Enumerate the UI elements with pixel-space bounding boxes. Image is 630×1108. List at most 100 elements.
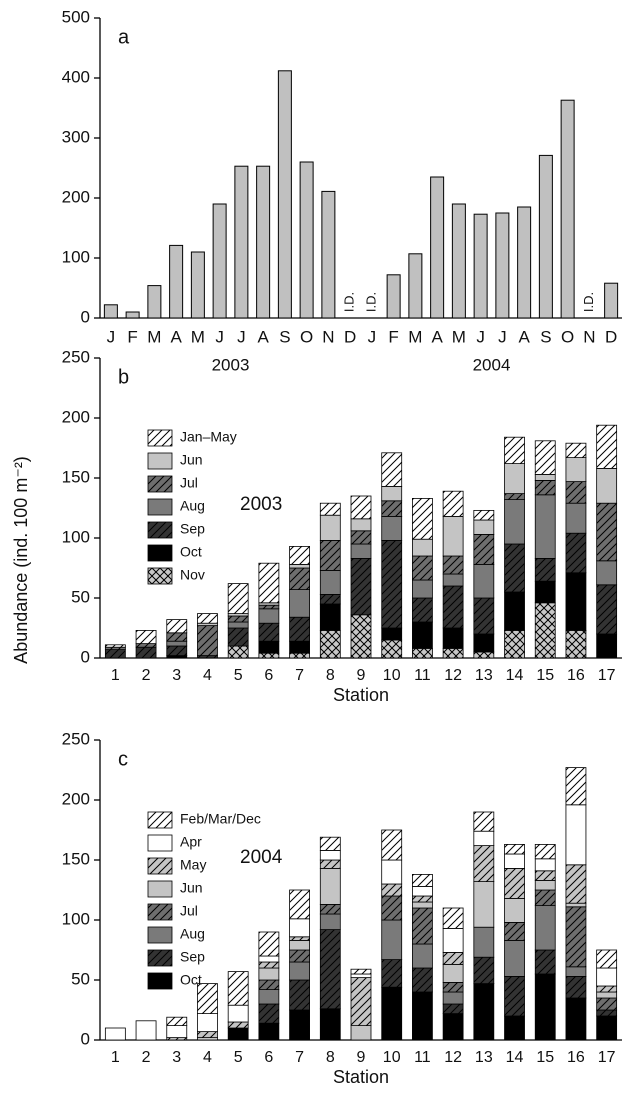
- x-tick-label: 7: [295, 667, 304, 684]
- bar-segment: [504, 844, 525, 855]
- bar-segment: [565, 572, 587, 631]
- bar-segment: [319, 929, 341, 1010]
- x-tick-label: 15: [536, 1049, 554, 1066]
- bar-segment: [289, 940, 310, 951]
- bar-segment: [319, 868, 341, 905]
- y-tick-label: 500: [62, 7, 90, 26]
- bar-segment: [412, 621, 433, 649]
- bar-segment: [596, 1015, 618, 1041]
- bar-segment: [289, 889, 310, 920]
- x-tick-label: N: [322, 327, 334, 346]
- bar-segment: [381, 500, 403, 517]
- bar-segment: [319, 594, 341, 605]
- x-tick-label: J: [107, 327, 116, 346]
- bar-segment: [350, 1025, 372, 1041]
- bar-segment: [442, 1013, 464, 1041]
- x-tick-label: D: [605, 327, 617, 346]
- bar-segment: [319, 630, 341, 659]
- panel-label: c: [118, 748, 128, 770]
- legend-swatch: [147, 498, 173, 516]
- bar-segment: [258, 1003, 280, 1024]
- bar-segment: [197, 613, 218, 624]
- bar-segment: [258, 979, 280, 991]
- bar-segment: [473, 564, 495, 599]
- bar-segment: [319, 904, 341, 915]
- bar-segment: [412, 497, 433, 540]
- legend-label: Oct: [180, 972, 202, 988]
- bar-segment: [565, 997, 587, 1041]
- x-tick-label: 5: [234, 667, 243, 684]
- bar-segment: [473, 983, 495, 1041]
- bar-segment: [565, 864, 587, 904]
- x-tick-label: 14: [506, 667, 524, 684]
- bar-segment: [227, 627, 249, 647]
- x-tick-label: 11: [414, 667, 431, 684]
- bar-segment: [412, 874, 433, 887]
- bar-segment: [412, 597, 433, 623]
- bar-segment: [504, 499, 525, 545]
- bar-segment: [565, 902, 587, 908]
- bar-segment: [473, 830, 495, 847]
- legend-swatch: [147, 949, 173, 967]
- bar-segment: [381, 959, 403, 988]
- x-tick-label: 6: [264, 667, 273, 684]
- bar-segment: [473, 926, 495, 958]
- bar-segment: [442, 907, 464, 929]
- x-tick-label: 14: [506, 1049, 524, 1066]
- bar-segment: [350, 973, 372, 978]
- legend-label: Jun: [180, 452, 203, 468]
- bar-segment: [289, 936, 310, 941]
- y-tick-label: 150: [62, 849, 90, 868]
- bar-segment: [289, 979, 310, 1011]
- bar-segment: [504, 436, 525, 465]
- bar-segment: [534, 440, 556, 475]
- bar-segment: [534, 949, 556, 975]
- bar-segment: [412, 967, 433, 993]
- bar-segment: [473, 881, 495, 928]
- annotation: 2003: [240, 494, 282, 515]
- bar: [386, 274, 401, 319]
- bar-segment: [289, 961, 310, 981]
- bar-segment: [442, 648, 464, 659]
- x-tick-label: M: [408, 327, 422, 346]
- x-tick-label: D: [344, 327, 356, 346]
- bar-segment: [227, 621, 249, 629]
- bar-segment: [442, 573, 464, 587]
- bar-segment: [350, 543, 372, 559]
- bar-segment: [289, 949, 310, 963]
- x-tick-label: 17: [598, 667, 616, 684]
- bar-segment: [350, 518, 372, 532]
- legend-label: Jun: [180, 880, 203, 896]
- bar-segment: [289, 652, 310, 659]
- x-tick-label: 11: [414, 1049, 431, 1066]
- bar-segment: [258, 961, 280, 969]
- bar-segment: [381, 639, 403, 659]
- bar-segment: [565, 906, 587, 968]
- bar-segment: [227, 615, 249, 623]
- y-tick-label: 250: [62, 347, 90, 366]
- bar-segment: [412, 555, 433, 581]
- x-axis-label: Station: [333, 1067, 389, 1087]
- year-label: 2004: [473, 355, 511, 374]
- bar-segment: [258, 562, 280, 604]
- bar-segment: [258, 604, 280, 610]
- x-tick-label: 2: [142, 667, 151, 684]
- bar-segment: [596, 502, 618, 562]
- x-tick-label: 12: [444, 1049, 462, 1066]
- bar-segment: [596, 967, 618, 987]
- bar-segment: [104, 1027, 126, 1041]
- bar-segment: [289, 546, 310, 565]
- bar-segment: [227, 971, 249, 1006]
- bar-segment: [565, 976, 587, 999]
- bar-segment: [473, 534, 495, 565]
- bar-segment: [258, 931, 280, 957]
- bar-segment: [596, 1009, 618, 1017]
- year-label: 2003: [212, 355, 250, 374]
- bar: [473, 213, 488, 319]
- legend-label: Sep: [180, 949, 205, 965]
- y-tick-label: 400: [62, 67, 90, 86]
- bar-segment: [412, 943, 433, 969]
- legend-label: Jul: [180, 903, 198, 919]
- bar-segment: [227, 645, 249, 659]
- bar: [451, 203, 466, 319]
